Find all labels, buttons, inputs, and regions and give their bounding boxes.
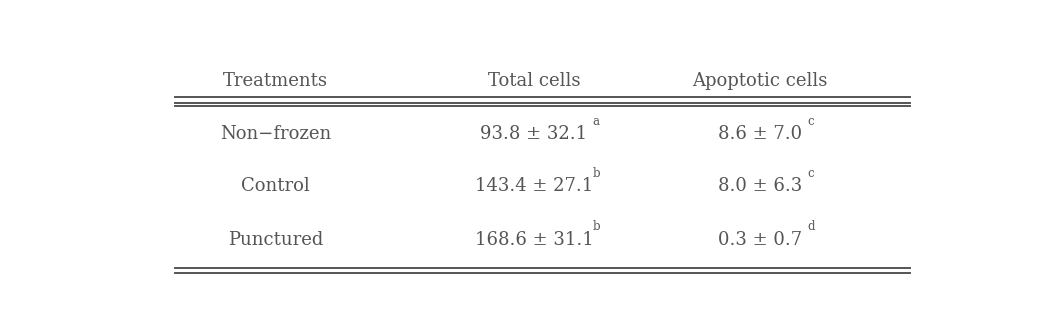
Text: Punctured: Punctured [228,230,323,249]
Text: 168.6 ± 31.1: 168.6 ± 31.1 [475,230,593,249]
Text: c: c [807,166,814,180]
Text: 8.0 ± 6.3: 8.0 ± 6.3 [718,177,802,195]
Text: b: b [592,166,600,180]
Text: b: b [592,220,600,233]
Text: Total cells: Total cells [488,72,580,90]
Text: c: c [807,115,814,127]
Text: 143.4 ± 27.1: 143.4 ± 27.1 [475,177,593,195]
Text: Non−frozen: Non−frozen [220,125,331,143]
Text: Treatments: Treatments [223,72,328,90]
Text: 0.3 ± 0.7: 0.3 ± 0.7 [718,230,802,249]
Text: Apoptotic cells: Apoptotic cells [693,72,827,90]
Text: a: a [592,115,599,127]
Text: 8.6 ± 7.0: 8.6 ± 7.0 [718,125,802,143]
Text: d: d [807,220,815,233]
Text: 93.8 ± 32.1: 93.8 ± 32.1 [480,125,588,143]
Text: Control: Control [242,177,309,195]
